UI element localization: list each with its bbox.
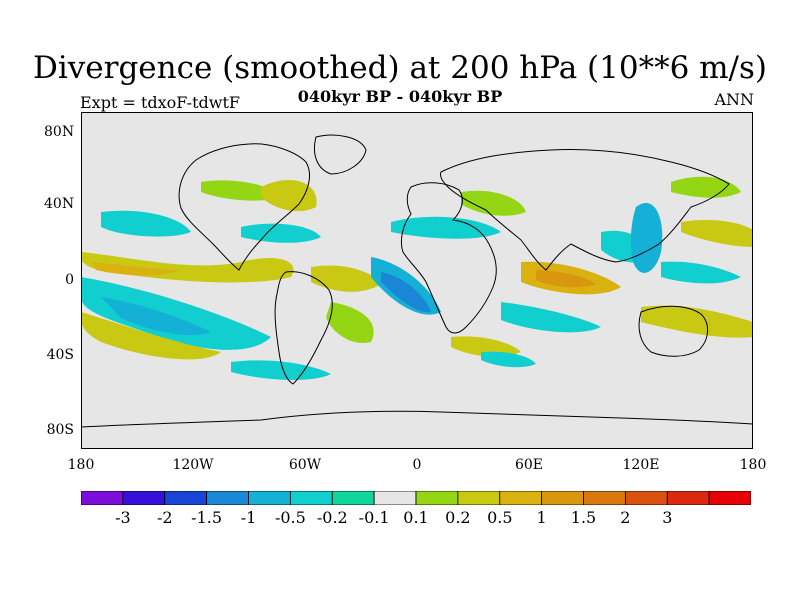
- colorbar-label: -3: [115, 508, 131, 527]
- colorbar-swatch: [122, 491, 166, 505]
- season-label: ANN: [714, 90, 754, 109]
- contour-region: [81, 312, 221, 360]
- contour-fill-layer: [81, 176, 753, 380]
- coastline: [440, 149, 730, 271]
- colorbar-swatch: [206, 491, 249, 505]
- map-border: [81, 112, 753, 449]
- colorbar-swatch: [248, 491, 291, 505]
- colorbar-swatch: [415, 491, 459, 505]
- contour-region: [261, 179, 317, 212]
- lat-label-80n: 80N: [44, 124, 75, 140]
- lat-label-equator: 0: [65, 272, 74, 288]
- colorbar-label: 2: [620, 508, 631, 527]
- colorbar-swatch: [583, 491, 626, 505]
- lon-label-60w: 60W: [288, 457, 322, 473]
- contour-region: [481, 351, 536, 368]
- colorbar-label: -0.1: [358, 508, 390, 527]
- experiment-label: Expt = tdxoF-tdwtF: [80, 93, 240, 112]
- colorbar-label: 3: [662, 508, 673, 527]
- colorbar-label: -0.2: [316, 508, 348, 527]
- coastline-layer: [81, 134, 753, 428]
- coastline: [274, 271, 333, 385]
- colorbar-swatch: [331, 491, 375, 505]
- coastline: [400, 182, 497, 334]
- colorbar-swatch: [666, 491, 710, 505]
- lon-label-180e: 180: [739, 457, 767, 473]
- contour-region: [681, 219, 753, 247]
- lon-label-0: 0: [412, 457, 422, 473]
- colorbar-label: -0.5: [274, 508, 306, 527]
- contour-region: [101, 297, 211, 336]
- plot-title: Divergence (smoothed) at 200 hPa (10**6 …: [33, 50, 767, 86]
- contour-region: [241, 223, 321, 243]
- contour-region: [536, 270, 596, 288]
- colorbar-swatch: [81, 491, 124, 505]
- contour-region: [91, 262, 181, 276]
- colorbar-label: 1: [536, 508, 547, 527]
- contour-region: [381, 272, 431, 313]
- colorbar-swatch: [289, 491, 333, 505]
- contour-region: [81, 277, 271, 350]
- lat-label-40s: 40S: [46, 347, 74, 363]
- lon-label-60e: 60E: [514, 457, 544, 473]
- colorbar-swatch: [499, 491, 543, 505]
- colorbar-swatch: [624, 491, 668, 505]
- contour-region: [661, 261, 741, 284]
- contour-region: [461, 190, 526, 216]
- coastline: [314, 134, 367, 175]
- lon-label-120w: 120W: [172, 457, 214, 473]
- contour-region: [101, 210, 191, 237]
- colorbar-label: 0.5: [487, 508, 513, 527]
- contour-region: [501, 302, 601, 333]
- colorbar: [81, 491, 751, 505]
- colorbar-label: 0.2: [445, 508, 471, 527]
- coastline: [178, 143, 310, 271]
- lon-label-120e: 120E: [622, 457, 660, 473]
- contour-region: [311, 265, 381, 292]
- lon-label-180w: 180: [67, 457, 95, 473]
- contour-region: [391, 216, 501, 239]
- coastline: [81, 410, 753, 428]
- colorbar-label: -2: [157, 508, 173, 527]
- plot-subtitle: 040kyr BP - 040kyr BP: [297, 87, 503, 106]
- colorbar-label: -1: [240, 508, 257, 527]
- colorbar-label: 0.1: [403, 508, 429, 527]
- coastline: [638, 305, 708, 357]
- colorbar-swatch: [457, 491, 501, 505]
- contour-region: [641, 305, 753, 338]
- colorbar-label: -1.5: [191, 508, 223, 527]
- colorbar-swatch: [708, 491, 751, 505]
- lat-label-80s: 80S: [46, 422, 74, 438]
- colorbar-label: 1.5: [570, 508, 597, 527]
- colorbar-swatch: [373, 491, 417, 505]
- contour-region: [451, 336, 521, 357]
- lat-label-40n: 40N: [44, 196, 75, 212]
- divergence-map: [81, 112, 753, 449]
- contour-region: [231, 360, 331, 380]
- contour-region: [326, 302, 374, 343]
- colorbar-swatch: [541, 491, 584, 505]
- colorbar-swatch: [164, 491, 208, 505]
- contour-region: [671, 176, 741, 198]
